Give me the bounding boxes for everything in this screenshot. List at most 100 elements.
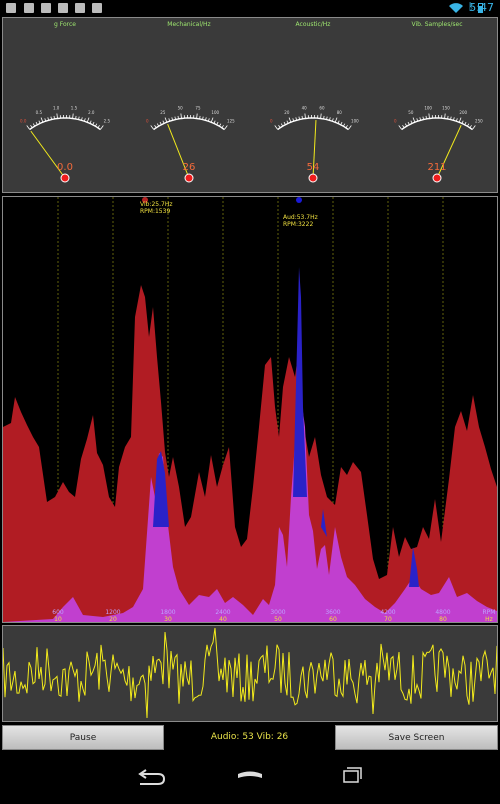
gauge-tick — [33, 124, 35, 127]
hz-tick-label: 40 — [219, 616, 227, 622]
gauge-tick — [302, 116, 303, 119]
gauge-pivot — [433, 174, 441, 182]
rpm-tick-label: 3600 — [325, 609, 340, 616]
gauge-tick — [100, 126, 103, 130]
gauge-tick — [279, 125, 281, 128]
gauge-tick-label: 1.0 — [53, 106, 60, 111]
gauge-tick-label: 100 — [351, 119, 359, 124]
gauge-tick — [429, 114, 430, 119]
gauge-tick — [197, 114, 198, 119]
gauge-arc — [402, 118, 473, 130]
gauge-tick — [332, 118, 333, 121]
control-bar: Pause Audio: 53 Vib: 26 Save Screen — [0, 724, 500, 752]
rpm-unit-label: RPM — [483, 609, 496, 616]
gauge-tick — [178, 116, 179, 119]
gauge-tick-label: 100 — [424, 106, 432, 111]
wifi-icon — [449, 3, 463, 13]
waveform-panel — [2, 625, 498, 722]
gauge-tick — [411, 121, 412, 124]
gauge-tick-label: 0 — [270, 119, 273, 124]
gauge-tick-label: 2.5 — [104, 119, 111, 124]
gauge-tick — [76, 116, 77, 119]
status-readout: Audio: 53 Vib: 26 — [164, 732, 335, 742]
pause-button[interactable]: Pause — [2, 725, 164, 750]
gauge-tick — [98, 125, 100, 128]
rpm-tick-label: 1800 — [160, 609, 175, 616]
spectrum-plot: Vib:25.7Hz RPM:1539 Aud:53.7Hz RPM:3222 … — [3, 197, 497, 622]
gauge-tick-label: 80 — [337, 110, 343, 115]
gauge-tick — [472, 126, 475, 130]
gauge-pivot — [309, 174, 317, 182]
gauge-tick — [181, 114, 182, 119]
gauge-value: 54 — [251, 162, 375, 173]
gauge-tick — [321, 114, 322, 119]
facebook-icon — [24, 3, 34, 13]
rpm-tick-label: 3000 — [270, 609, 285, 616]
gauge-tick — [224, 126, 227, 130]
gauge-tick — [151, 125, 154, 129]
home-icon[interactable] — [238, 772, 262, 779]
gauge-tick — [341, 122, 342, 125]
notification-icon — [6, 3, 16, 13]
gauge-tick-label: 200 — [459, 110, 467, 115]
recent-apps-icon[interactable] — [344, 768, 361, 782]
gauge-tick-label: 2.0 — [88, 110, 95, 115]
gauge-tick-label: 20 — [284, 110, 290, 115]
gauge-tick — [90, 121, 91, 124]
shopping-bag-icon — [92, 3, 102, 13]
gauge-tick — [289, 118, 291, 123]
gauge-tick — [87, 118, 89, 123]
rpm-tick-label: 4800 — [435, 609, 450, 616]
gauge-tick — [338, 121, 339, 124]
gauge-arc — [30, 118, 101, 130]
gauge-tick — [470, 125, 472, 128]
nav-icons — [0, 752, 500, 800]
gauge-tick — [399, 125, 402, 129]
gauge-tick-label: 0 — [394, 119, 397, 124]
gauge-tick — [456, 118, 457, 121]
youtube-icon — [75, 3, 85, 13]
gauge-tick — [403, 125, 405, 128]
gauge-tick-label: 125 — [227, 119, 235, 124]
gauge-tick — [445, 114, 446, 119]
gauge-tick — [465, 122, 466, 125]
gauge-tick — [57, 114, 58, 119]
gauge-tick-label: 0.5 — [36, 110, 43, 115]
gauge-tick — [157, 124, 159, 127]
hz-tick-label: 10 — [54, 616, 62, 622]
facebook-icon — [41, 3, 51, 13]
gauge-tick — [426, 116, 427, 119]
gauge-value: 0.0 — [3, 162, 127, 173]
gauge-tick-label: 50 — [408, 110, 414, 115]
gauge-tick-label: 250 — [475, 119, 483, 124]
gauge-tick-label: 25 — [160, 110, 166, 115]
gauge-tick — [324, 116, 325, 119]
gauge-tick-label: 1.5 — [71, 106, 78, 111]
hz-tick-label: 50 — [274, 616, 282, 622]
back-icon[interactable] — [140, 770, 164, 784]
audio-marker-dot — [296, 197, 302, 203]
gauge-arc — [154, 118, 225, 130]
gauge-tick-label: 0 — [146, 119, 149, 124]
vibration-marker-label: Vib:25.7Hz — [140, 201, 173, 208]
gauge-tick-label: 40 — [302, 106, 308, 111]
gauge-value: 26 — [127, 162, 251, 173]
save-screen-button[interactable]: Save Screen — [335, 725, 498, 750]
rpm-tick-label: 2400 — [215, 609, 230, 616]
gauge-tick — [305, 114, 306, 119]
gauge-tick — [459, 118, 461, 123]
gauge-tick — [222, 125, 224, 128]
gauge-tick-label: 75 — [195, 106, 201, 111]
gauge-tick — [287, 121, 288, 124]
hz-tick-label: 60 — [329, 616, 337, 622]
gauge-tick — [214, 121, 215, 124]
gauge-tick — [31, 125, 33, 128]
gauge-value: 211 — [375, 162, 499, 173]
spectrum-panel: Vib:25.7Hz RPM:1539 Aud:53.7Hz RPM:3222 … — [2, 196, 498, 623]
gauge-tick-label: 100 — [211, 110, 219, 115]
gauge-tick — [93, 122, 94, 125]
gauge-tick — [335, 118, 337, 123]
gauge-pivot — [61, 174, 69, 182]
